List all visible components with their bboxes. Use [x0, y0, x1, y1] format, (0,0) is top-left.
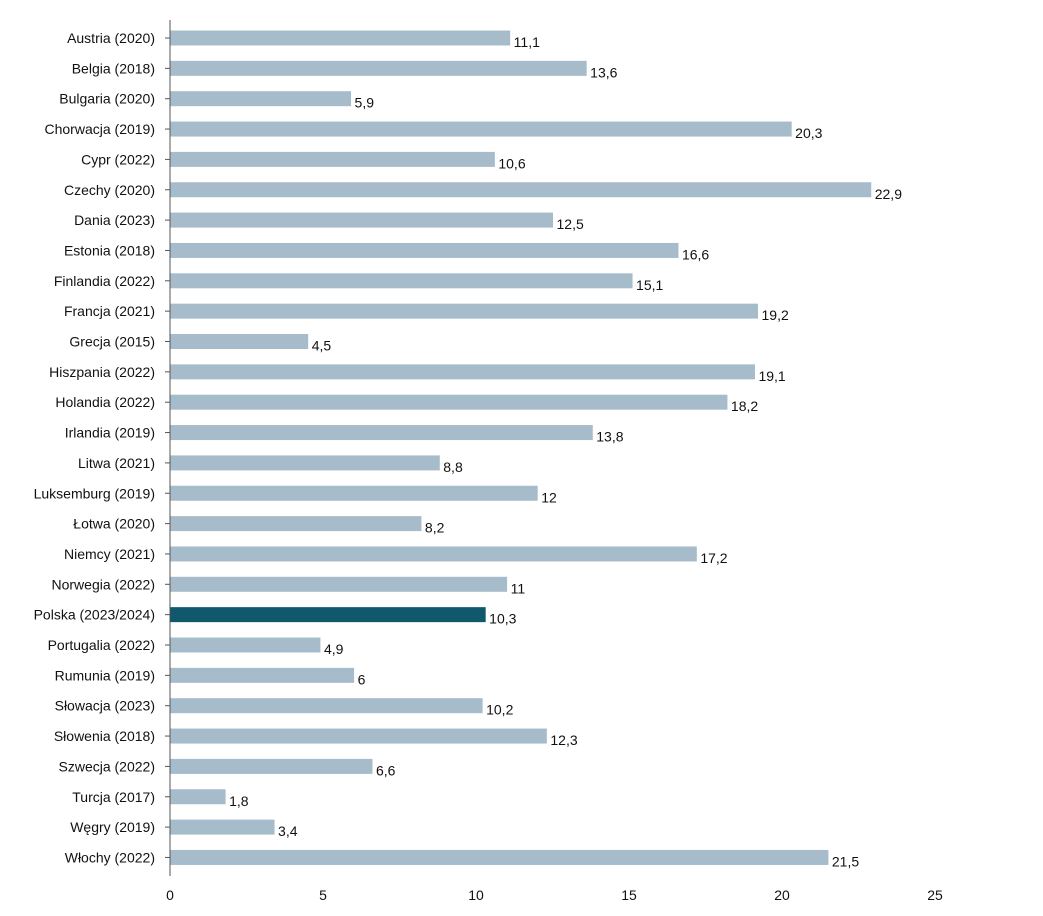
category-label: Dania (2023) [74, 212, 155, 228]
category-label: Hiszpania (2022) [49, 364, 155, 380]
bar [170, 303, 759, 319]
category-label: Litwa (2021) [78, 455, 155, 471]
bar [170, 151, 495, 167]
bar [170, 637, 321, 653]
x-tick-label: 0 [166, 887, 174, 903]
category-label: Czechy (2020) [64, 182, 155, 198]
bar [170, 30, 511, 46]
category-label: Polska (2023/2024) [34, 607, 155, 623]
value-label: 21,5 [832, 853, 859, 869]
bar [170, 121, 792, 137]
value-label: 6 [358, 671, 366, 687]
category-label: Norwegia (2022) [52, 576, 156, 592]
value-label: 6,6 [376, 762, 396, 778]
value-label: 13,8 [596, 429, 623, 445]
bar [170, 60, 587, 76]
x-tick-label: 10 [468, 887, 484, 903]
bar [170, 182, 872, 198]
category-label: Słowenia (2018) [54, 728, 155, 744]
value-label: 11,1 [514, 34, 540, 50]
value-label: 11 [511, 580, 526, 596]
category-label: Holandia (2022) [55, 394, 155, 410]
category-label: Niemcy (2021) [64, 546, 155, 562]
value-label: 17,2 [700, 550, 727, 566]
value-label: 4,9 [324, 641, 344, 657]
value-label: 10,3 [489, 611, 516, 627]
category-label: Luksemburg (2019) [34, 485, 155, 501]
category-label: Chorwacja (2019) [45, 121, 156, 137]
category-label: Portugalia (2022) [48, 637, 155, 653]
x-tick-label: 15 [621, 887, 637, 903]
category-label: Belgia (2018) [72, 60, 155, 76]
value-label: 20,3 [795, 125, 822, 141]
bar [170, 819, 275, 835]
bar [170, 425, 593, 441]
x-tick-label: 25 [927, 887, 943, 903]
bar [170, 364, 755, 380]
value-label: 22,9 [875, 186, 902, 202]
category-label: Rumunia (2019) [55, 667, 155, 683]
category-label: Cypr (2022) [81, 151, 155, 167]
category-label: Turcja (2017) [72, 789, 155, 805]
bar [170, 667, 355, 683]
bar [170, 273, 633, 289]
value-label: 12,3 [550, 732, 577, 748]
value-label: 13,6 [590, 64, 617, 80]
category-label: Węgry (2019) [70, 819, 155, 835]
category-label: Włochy (2022) [65, 849, 155, 865]
bar [170, 455, 440, 471]
value-label: 16,6 [682, 246, 709, 262]
category-label: Estonia (2018) [64, 242, 155, 258]
bar [170, 849, 829, 865]
value-label: 12 [541, 489, 557, 505]
category-label: Bulgaria (2020) [59, 91, 155, 107]
bar [170, 728, 547, 744]
x-tick-label: 20 [774, 887, 790, 903]
value-label: 4,5 [312, 338, 332, 354]
value-label: 19,1 [758, 368, 785, 384]
value-label: 1,8 [229, 793, 249, 809]
bar [170, 516, 422, 532]
category-label: Austria (2020) [67, 30, 155, 46]
bar [170, 334, 309, 349]
category-label: Słowacja (2023) [55, 698, 155, 714]
x-tick-label: 5 [319, 887, 327, 903]
category-label: Finlandia (2022) [54, 273, 155, 289]
category-label: Szwecja (2022) [59, 758, 156, 774]
value-label: 12,5 [557, 216, 584, 232]
bar [170, 576, 508, 592]
bar [170, 212, 553, 228]
value-label: 8,8 [443, 459, 463, 475]
value-label: 19,2 [762, 307, 789, 323]
bar [170, 485, 538, 501]
category-label: Grecja (2015) [69, 334, 155, 350]
category-label: Francja (2021) [64, 303, 155, 319]
bar [170, 789, 226, 805]
value-label: 10,2 [486, 702, 513, 718]
category-label: Irlandia (2019) [65, 425, 155, 441]
value-label: 15,1 [636, 277, 663, 293]
value-label: 8,2 [425, 520, 445, 536]
bar [170, 242, 679, 258]
value-label: 18,2 [731, 398, 758, 414]
bar [170, 698, 483, 714]
value-label: 5,9 [355, 95, 375, 111]
category-label: Łotwa (2020) [73, 516, 155, 532]
value-label: 10,6 [498, 155, 525, 171]
bar [170, 758, 373, 774]
bar [170, 91, 352, 107]
bar [170, 394, 728, 410]
bar [170, 546, 697, 562]
value-label: 3,4 [278, 823, 298, 839]
bar [170, 607, 486, 623]
